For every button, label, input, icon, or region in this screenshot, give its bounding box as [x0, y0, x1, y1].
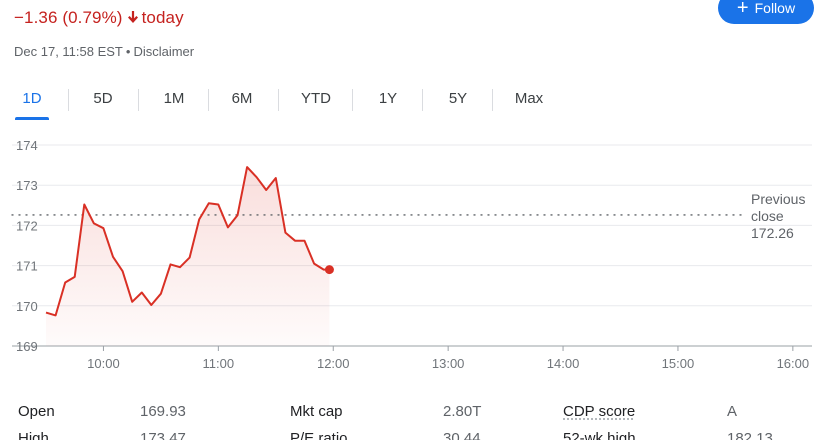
range-tabs: 1D 5D 1M 6M YTD 1Y 5Y Max — [0, 80, 820, 120]
stat-label-open: Open — [18, 403, 55, 420]
stat-label-high: High — [18, 430, 49, 440]
stat-value-cdp-score: A — [727, 403, 738, 420]
x-tick-label: 16:00 — [777, 356, 810, 371]
tab-divider — [138, 89, 139, 111]
y-tick-label: 169 — [16, 339, 38, 354]
tab-1d[interactable]: 1D — [15, 80, 49, 120]
chart-line — [45, 166, 334, 317]
price-change: −1.36 (0.79%) today — [14, 8, 184, 28]
tab-divider — [492, 89, 493, 111]
x-tick-label: 11:00 — [203, 356, 235, 371]
follow-label: Follow — [754, 0, 796, 16]
arrow-down-icon — [127, 11, 138, 23]
x-tick-label: 10:00 — [87, 356, 120, 371]
stat-label-mkt-cap: Mkt cap — [290, 403, 343, 420]
quote-timestamp: Dec 17, 11:58 EST • Disclaimer — [14, 44, 194, 59]
plus-icon: + — [736, 0, 749, 19]
previous-close-label-text: close — [751, 208, 784, 224]
price-line — [45, 166, 330, 317]
tab-divider — [352, 89, 353, 111]
y-tick-label: 170 — [16, 299, 38, 314]
stat-label-pe-ratio: P/E ratio — [290, 430, 348, 440]
tab-5d[interactable]: 5D — [93, 90, 113, 107]
tab-6m[interactable]: 6M — [231, 90, 253, 107]
price-area — [46, 167, 330, 346]
x-tick-label: 14:00 — [547, 356, 580, 371]
previous-close-value: 172.26 — [751, 225, 794, 241]
tab-divider — [422, 89, 423, 111]
y-tick-label: 174 — [16, 138, 38, 153]
disclaimer-link[interactable]: Disclaimer — [133, 44, 195, 59]
tab-1m[interactable]: 1M — [163, 90, 185, 107]
y-tick-label: 173 — [16, 178, 38, 193]
x-tick-label: 12:00 — [317, 356, 350, 371]
tab-1y[interactable]: 1Y — [378, 90, 398, 107]
tab-max[interactable]: Max — [514, 90, 544, 107]
stat-value-pe-ratio: 30.44 — [443, 430, 481, 440]
y-tick-label: 172 — [16, 218, 38, 233]
separator: • — [125, 44, 131, 59]
y-axis-labels: 174 173 172 171 170 169 — [16, 138, 38, 354]
current-price-dot — [324, 265, 334, 275]
chart-area — [46, 167, 330, 346]
tab-divider — [278, 89, 279, 111]
stat-value-open: 169.93 — [140, 403, 186, 420]
x-axis-labels: 10:00 11:00 12:00 13:00 14:00 15:00 16:00 — [87, 356, 809, 371]
tab-5y[interactable]: 5Y — [448, 90, 468, 107]
x-tick-label: 13:00 — [432, 356, 465, 371]
tab-ytd[interactable]: YTD — [301, 90, 331, 107]
stat-value-high: 173.47 — [140, 430, 186, 440]
price-change-value: −1.36 (0.79%) — [14, 8, 123, 27]
tab-divider — [68, 89, 69, 111]
stat-value-mkt-cap: 2.80T — [443, 403, 482, 420]
stat-label-cdp-score[interactable]: CDP score — [563, 403, 636, 420]
y-tick-label: 171 — [16, 259, 38, 274]
price-change-period: today — [141, 8, 184, 27]
previous-close-label-text: Previous — [751, 191, 805, 207]
stat-value-52wk-high: 182.13 — [727, 430, 773, 440]
timestamp-text: Dec 17, 11:58 EST — [14, 44, 123, 59]
stat-label-52wk-high: 52-wk high — [563, 430, 636, 440]
x-tick-label: 15:00 — [662, 356, 695, 371]
tab-divider — [208, 89, 209, 111]
follow-button[interactable]: + Follow — [718, 0, 814, 24]
